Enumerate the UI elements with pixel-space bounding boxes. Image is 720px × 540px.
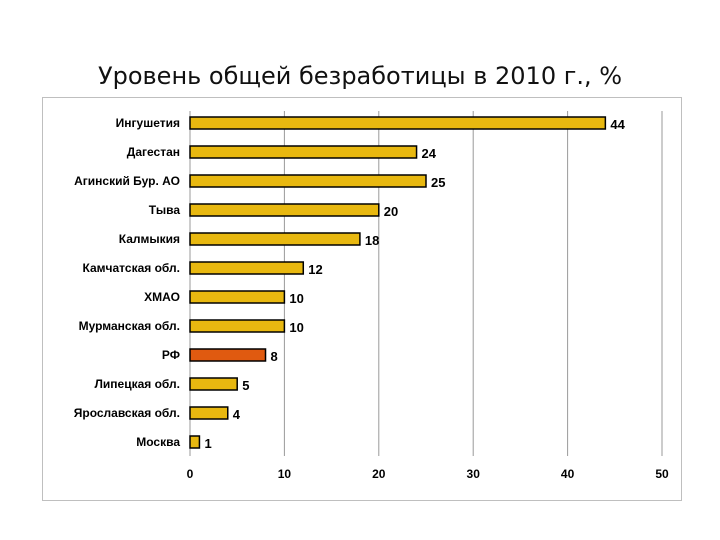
data-label: 4 [233,407,241,422]
category-label: Мурманская обл. [79,319,180,333]
bar [189,348,267,362]
unemployment-bar-chart: 0 10 20 30 40 50 Ингушетия 44 Дагестан 24 Агинский… [74,111,669,481]
bar [189,174,427,188]
bar [189,406,229,420]
category-label: РФ [162,348,180,362]
x-tick-label: 30 [467,467,481,481]
data-label: 10 [289,320,303,335]
category-label: Ингушетия [116,116,180,130]
bar [189,261,305,275]
data-label: 8 [271,349,278,364]
category-label: Агинский Бур. АО [74,174,180,188]
category-label: Тыва [149,203,181,217]
x-tick-label: 50 [655,467,669,481]
data-label: 44 [610,117,625,132]
bar [189,145,418,159]
x-tick-label: 20 [372,467,386,481]
data-label: 25 [431,175,445,190]
bar [189,319,286,333]
data-label: 5 [242,378,249,393]
data-label: 24 [422,146,437,161]
bar [189,232,361,246]
category-label: Ярославская обл. [74,406,180,420]
x-tick-label: 0 [187,467,194,481]
category-label: ХМАО [144,290,180,304]
category-label: Калмыкия [119,232,180,246]
bar [189,290,286,304]
data-label: 10 [289,291,303,306]
slide-title: Уровень общей безработицы в 2010 г., % [97,62,623,90]
category-label: Москва [136,435,180,449]
data-label: 12 [308,262,322,277]
data-label: 20 [384,204,398,219]
category-label: Дагестан [127,145,180,159]
chart-frame [42,97,682,501]
data-label: 18 [365,233,379,248]
bar [189,203,380,217]
x-tick-label: 10 [278,467,292,481]
data-label: 1 [204,436,211,451]
category-label: Камчатская обл. [83,261,180,275]
bar [189,435,201,449]
bar [189,377,238,391]
x-tick-label: 40 [561,467,575,481]
bar [189,116,607,130]
category-label: Липецкая обл. [94,377,180,391]
